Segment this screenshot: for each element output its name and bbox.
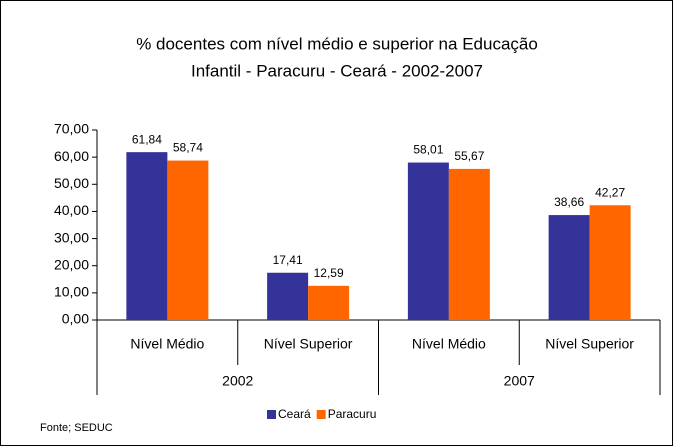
bar [589,205,631,320]
y-tick-label: 0,00 [62,311,89,327]
y-tick-label: 60,00 [54,148,89,164]
chart-title: Infantil - Paracuru - Ceará - 2002-2007 [191,61,483,80]
x-tick-label: Nível Médio [412,336,486,352]
y-tick-label: 10,00 [54,284,89,300]
group-label: 2002 [222,373,253,389]
legend-swatch [267,410,276,419]
source: Fonte; SEDUC [40,422,113,434]
y-tick-label: 50,00 [54,175,89,191]
value-label: 58,74 [173,141,203,155]
y-tick-label: 20,00 [54,256,89,272]
value-label: 58,01 [413,143,443,157]
x-tick-label: Nível Médio [130,336,204,352]
y-tick-label: 70,00 [54,121,89,137]
x-tick-label: Nível Superior [545,336,634,352]
y-tick-label: 30,00 [54,229,89,245]
value-label: 42,27 [595,185,625,199]
value-label: 55,67 [454,149,484,163]
group-label: 2007 [504,373,535,389]
legend-label: Paracuru [328,407,377,421]
y-tick-label: 40,00 [54,202,89,218]
x-tick-label: Nível Superior [264,336,353,352]
value-label: 61,84 [132,132,162,146]
bar [267,272,309,320]
value-label: 17,41 [273,253,303,267]
chart-title: % docentes com nível médio e superior na… [136,34,538,53]
bar [308,285,350,320]
bar [448,168,490,320]
bar [167,160,209,320]
legend-swatch [316,410,326,419]
bar [548,215,590,320]
bar [407,162,449,320]
bar [126,152,168,320]
legend-label: Ceará [278,407,311,421]
value-label: 38,66 [554,195,584,209]
value-label: 12,59 [314,266,344,280]
